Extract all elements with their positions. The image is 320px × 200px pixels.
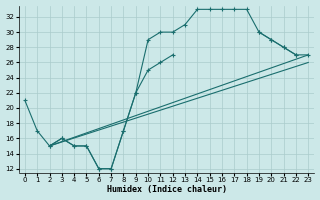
- X-axis label: Humidex (Indice chaleur): Humidex (Indice chaleur): [107, 185, 227, 194]
